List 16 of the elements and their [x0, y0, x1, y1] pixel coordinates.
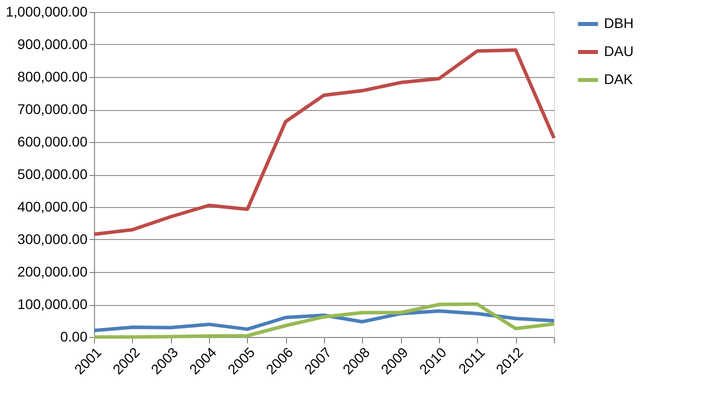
- legend-label: DAU: [604, 43, 634, 59]
- y-tick-label: 400,000.00: [17, 198, 88, 214]
- y-tick-label: 200,000.00: [17, 264, 88, 280]
- y-tick-label: 100,000.00: [17, 296, 88, 312]
- line-series: [92, 309, 556, 332]
- y-tick-label: 700,000.00: [17, 101, 88, 117]
- y-tick-label: 600,000.00: [17, 134, 88, 150]
- y-tick-label: 900,000.00: [17, 36, 88, 52]
- legend-label: DBH: [604, 15, 634, 31]
- y-tick-label: 800,000.00: [17, 68, 88, 84]
- legend-label: DAK: [604, 71, 634, 87]
- line-series: [92, 48, 556, 236]
- y-tick-label: 1,000,000.00: [6, 4, 88, 20]
- y-tick-label: 0.00: [60, 328, 88, 344]
- y-tick-label: 300,000.00: [17, 231, 88, 247]
- y-tick-label: 500,000.00: [17, 166, 88, 182]
